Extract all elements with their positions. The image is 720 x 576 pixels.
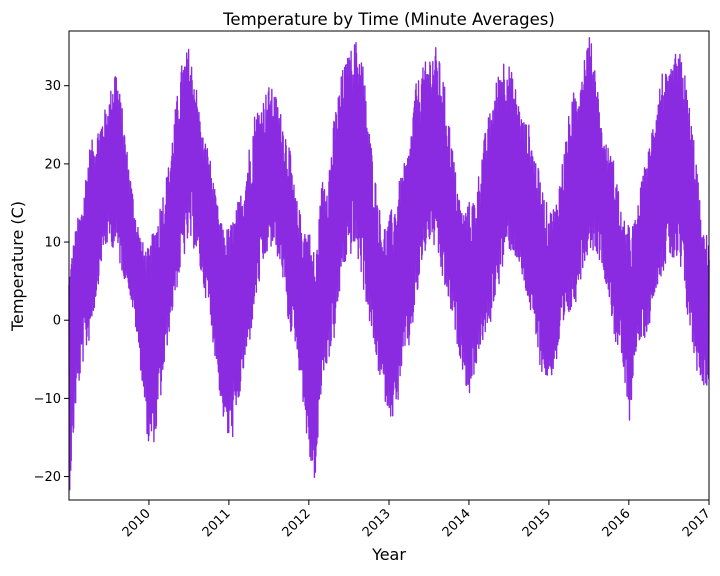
data-layer — [68, 37, 710, 491]
plot-area — [68, 30, 710, 501]
y-tick-label: −10 — [34, 392, 61, 407]
temperature-series-line — [68, 37, 710, 491]
x-tick-label: 2014 — [440, 506, 474, 540]
y-tick-label: 30 — [44, 79, 61, 94]
y-tick-label: −20 — [34, 470, 61, 485]
y-axis-label: Temperature (C) — [8, 201, 27, 332]
x-tick-label: 2013 — [360, 506, 394, 540]
x-tick-label: 2011 — [200, 506, 234, 540]
chart-title: Temperature by Time (Minute Averages) — [222, 10, 555, 29]
y-tick-label: 10 — [44, 236, 61, 251]
x-tick-label: 2016 — [600, 506, 634, 540]
y-tick-label: 20 — [44, 157, 61, 172]
x-axis: 2010 2011 2012 2013 2014 2015 2016 2017 — [120, 500, 714, 540]
y-tick-label: 0 — [53, 314, 61, 329]
y-axis: −20 −10 0 10 20 30 — [34, 79, 69, 485]
x-tick-label: 2010 — [120, 506, 154, 540]
x-axis-label: Year — [371, 545, 406, 564]
x-tick-label: 2012 — [280, 506, 314, 540]
x-tick-label: 2015 — [520, 506, 554, 540]
x-tick-label: 2017 — [680, 506, 714, 540]
